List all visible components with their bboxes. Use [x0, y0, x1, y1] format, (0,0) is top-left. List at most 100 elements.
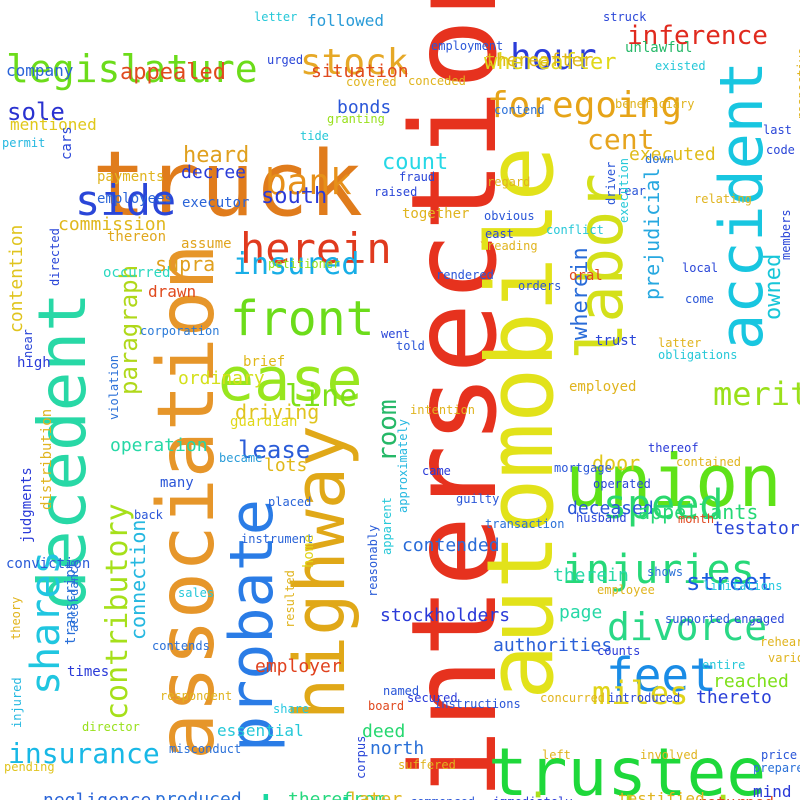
- cloud-word: obvious: [484, 209, 535, 223]
- cloud-word: immediately: [493, 796, 572, 800]
- cloud-word: left: [542, 748, 571, 762]
- cloud-word: code: [766, 143, 795, 157]
- cloud-word: unlawful: [625, 40, 693, 56]
- cloud-word: hour: [510, 37, 597, 78]
- cloud-word: drawn: [148, 282, 197, 301]
- cloud-word: feet: [606, 648, 717, 702]
- cloud-word: involved: [640, 748, 698, 762]
- cloud-word: come: [685, 292, 714, 306]
- cloud-word: high: [17, 355, 51, 371]
- cloud-word: last: [763, 123, 792, 137]
- cloud-word: execution: [617, 157, 631, 223]
- cloud-word: rendered: [436, 268, 494, 282]
- cloud-word: mind: [753, 782, 792, 800]
- cloud-word: thereof: [648, 441, 699, 455]
- cloud-word: south: [261, 184, 328, 209]
- cloud-word: later: [348, 789, 403, 800]
- cloud-word: appellants: [638, 500, 759, 524]
- cloud-word: employer: [255, 656, 342, 677]
- cloud-word: director: [82, 720, 140, 734]
- cloud-word: produced: [155, 789, 242, 800]
- cloud-word: pending: [4, 760, 55, 774]
- cloud-word: divorce: [607, 605, 768, 649]
- cloud-word: intention: [410, 403, 476, 417]
- cloud-word: association: [142, 243, 232, 760]
- cloud-word: operated: [593, 477, 651, 491]
- cloud-word: driving: [235, 400, 320, 424]
- cloud-word: theory: [9, 596, 23, 640]
- cloud-word: wherein: [568, 247, 593, 340]
- cloud-word: guardian: [230, 414, 298, 430]
- cloud-word: together: [402, 206, 470, 222]
- cloud-word: occurred: [103, 265, 171, 281]
- cloud-word: urged: [267, 53, 304, 67]
- cloud-word: contends: [152, 639, 210, 653]
- cloud-word: owned: [761, 253, 786, 320]
- cloud-word: granting: [327, 112, 385, 126]
- cloud-word: lots: [264, 455, 308, 476]
- cloud-word: appealed: [120, 60, 226, 85]
- cloud-word: employee: [597, 583, 655, 597]
- cloud-word: accordance: [67, 559, 81, 632]
- cloud-word: injured: [10, 677, 24, 728]
- cloud-word: instant: [522, 788, 741, 800]
- cloud-word: decree: [181, 162, 247, 183]
- cloud-word: counts: [597, 644, 641, 658]
- cloud-word: limitations: [703, 579, 783, 593]
- cloud-word: herein: [240, 224, 392, 273]
- cloud-word: permit: [2, 136, 46, 150]
- cloud-word: month: [678, 512, 715, 526]
- cloud-word: testator: [713, 518, 800, 539]
- cloud-word: went: [381, 327, 410, 341]
- cloud-word: many: [160, 475, 194, 491]
- cloud-word: guilty: [456, 492, 500, 506]
- cloud-word: employed: [569, 379, 637, 395]
- cloud-word: share: [273, 702, 310, 716]
- cloud-word: miles: [592, 674, 689, 712]
- cloud-word: thereafter: [485, 50, 594, 71]
- cloud-word: contend: [494, 103, 545, 117]
- cloud-word: judgments: [19, 467, 35, 543]
- cloud-word: insurance: [8, 737, 160, 770]
- cloud-word: situation: [311, 61, 409, 82]
- cloud-word: bonds: [337, 97, 392, 118]
- cloud-word: home: [301, 534, 317, 568]
- cloud-word: violation: [107, 354, 121, 420]
- cloud-word: struck: [603, 10, 647, 24]
- cloud-word: conviction: [6, 556, 91, 572]
- cloud-word: commission: [58, 214, 167, 235]
- cloud-word: various: [768, 651, 800, 665]
- cloud-word: speed: [603, 482, 724, 528]
- cloud-word: tide: [300, 129, 329, 143]
- cloud-word: contended: [402, 535, 500, 556]
- cloud-word: suffered: [398, 758, 456, 772]
- cloud-word: followed: [307, 11, 385, 30]
- cloud-word: executed: [629, 144, 716, 165]
- cloud-word: directed: [48, 228, 62, 286]
- cloud-word: insured: [233, 247, 360, 282]
- cloud-word: ease: [218, 345, 363, 415]
- cloud-word: line: [285, 379, 358, 414]
- cloud-word: fraud: [399, 170, 436, 184]
- cloud-word: connection: [126, 519, 150, 640]
- cloud-word: engaged: [734, 612, 785, 626]
- cloud-word: supported: [665, 612, 731, 626]
- cloud-word: brief: [243, 354, 286, 370]
- cloud-word: local: [682, 261, 719, 275]
- cloud-word: orders: [518, 279, 562, 293]
- cloud-word: sole: [7, 98, 65, 126]
- cloud-word: regard: [487, 175, 531, 189]
- cloud-word: union: [565, 439, 782, 523]
- cloud-word: told: [396, 339, 425, 353]
- cloud-word: deceased: [567, 498, 654, 519]
- cloud-word: covered: [346, 75, 397, 89]
- cloud-word: obligations: [658, 348, 738, 362]
- cloud-word: placed: [268, 495, 312, 509]
- cloud-word: conflict: [546, 223, 604, 237]
- cloud-word: respondents: [62, 790, 393, 800]
- cloud-word: shows: [647, 565, 684, 579]
- cloud-word: apparent: [380, 497, 394, 555]
- cloud-word: instrument: [241, 532, 314, 546]
- cloud-word: foregoing: [487, 85, 683, 126]
- cloud-word: times: [67, 664, 110, 680]
